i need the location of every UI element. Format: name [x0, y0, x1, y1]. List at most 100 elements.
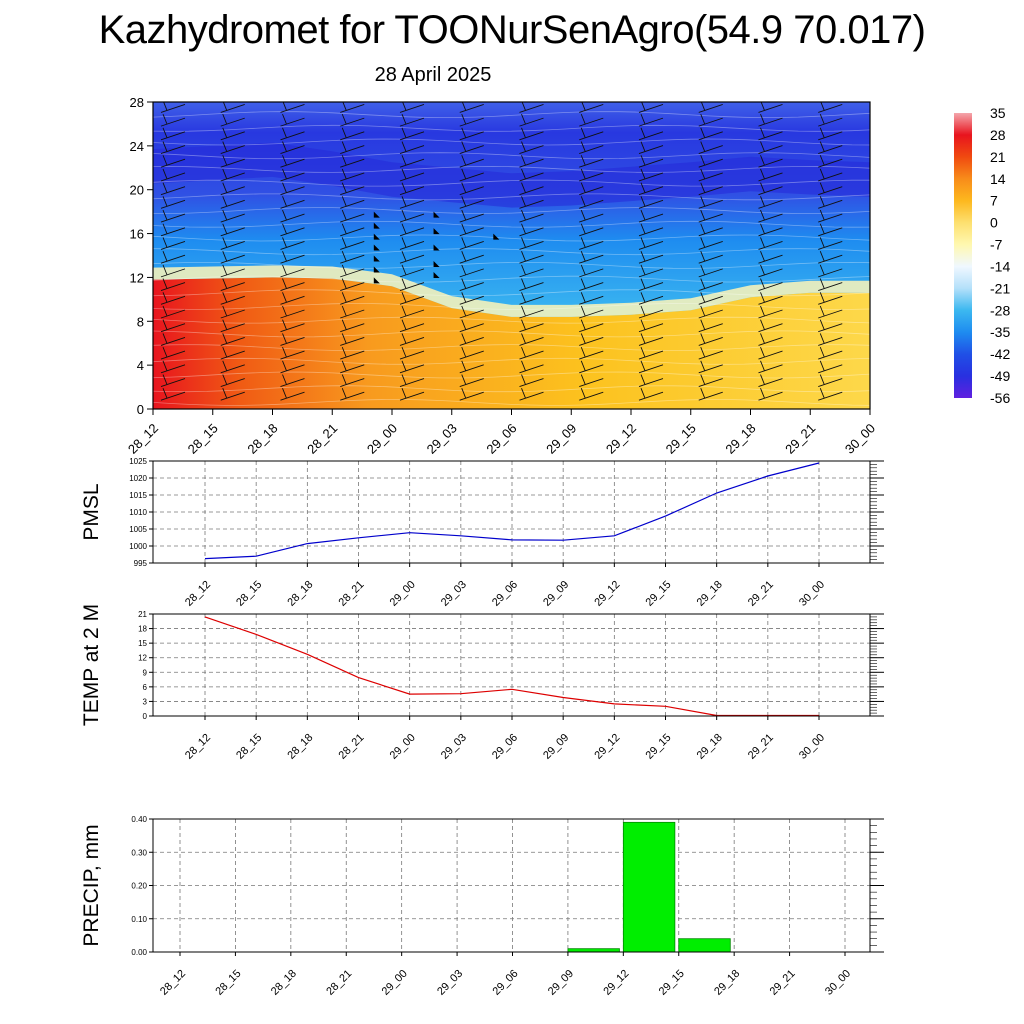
y-tick-label: 16 — [130, 227, 144, 242]
wind-barb — [638, 168, 664, 182]
wind-barb — [878, 100, 902, 112]
wind-barb — [519, 346, 544, 360]
contour-line — [153, 371, 870, 379]
wind-barb — [399, 360, 425, 374]
wind-barb — [459, 319, 484, 333]
wind-barb — [638, 209, 664, 223]
wind-barb — [698, 388, 723, 401]
wind-barb — [579, 374, 604, 387]
wind-barb — [340, 155, 365, 168]
wind-barb — [758, 292, 783, 305]
wind-barb — [160, 127, 186, 141]
wind-barb — [280, 346, 305, 360]
wind-barb — [280, 168, 305, 182]
wind-barb — [280, 223, 305, 237]
colorbar-label: -42 — [990, 346, 1010, 362]
y-tick-label: 0.30 — [131, 848, 147, 857]
panel-frame — [152, 818, 871, 953]
x-tick-label: 29_18 — [712, 968, 742, 998]
wind-barb — [340, 388, 365, 401]
wind-barb — [638, 251, 664, 264]
wind-barb — [340, 360, 365, 374]
colorbar-label: 7 — [990, 193, 998, 209]
wind-barb — [399, 196, 425, 209]
wind-barb — [399, 141, 425, 154]
wind-barb — [220, 113, 245, 127]
wind-barb — [399, 278, 425, 292]
wind-pennant — [433, 271, 440, 278]
wind-barb — [220, 223, 245, 237]
chart-subtitle: 28 April 2025 — [374, 64, 492, 86]
wind-pennant — [433, 260, 440, 267]
x-tick-label: 30_00 — [842, 421, 878, 457]
colorbar-label: -35 — [990, 324, 1010, 340]
y-tick-label: 0.20 — [131, 882, 147, 891]
wind-barb — [579, 333, 604, 346]
wind-barb — [220, 360, 245, 374]
wind-barb — [280, 182, 305, 196]
wind-barb — [519, 155, 544, 168]
wind-barb — [638, 388, 664, 401]
wind-pennant — [433, 228, 440, 235]
wind-barb — [399, 223, 425, 237]
wind-barb — [758, 374, 783, 387]
wind-barb — [878, 333, 902, 345]
wind-barb — [758, 319, 783, 333]
cross-section-heatmap: 0 4 8 12 16 20 24 28 28_12 28_15 28_18 28_21 29_00 29… — [125, 95, 902, 457]
wind-barb — [280, 196, 305, 209]
wind-barb — [818, 360, 843, 374]
y-tick-label: 28 — [130, 95, 144, 110]
x-tick-label: 29_15 — [657, 968, 687, 998]
wind-barb — [340, 346, 365, 360]
colorbar-label: -14 — [990, 258, 1010, 274]
contour-line — [153, 248, 870, 256]
wind-barb — [519, 305, 544, 319]
wind-pennant — [433, 211, 440, 218]
wind-barb — [579, 223, 604, 237]
wind-barb — [399, 388, 425, 401]
wind-barb — [579, 319, 604, 333]
wind-barb — [280, 113, 305, 127]
wind-barb — [818, 388, 843, 401]
wind-barb — [220, 319, 245, 333]
wind-barb — [280, 374, 305, 387]
colorbar-label: -21 — [990, 280, 1010, 296]
contour-line — [153, 234, 870, 242]
wind-barb — [818, 141, 843, 154]
wind-barb — [399, 127, 425, 141]
wind-barb — [220, 278, 245, 292]
wind-barb — [818, 237, 843, 250]
x-tick-label: 29_15 — [644, 579, 674, 609]
y-tick-label: 0.00 — [131, 948, 147, 957]
x-tick-label: 28_21 — [304, 421, 340, 457]
y-tick-label: 20 — [130, 183, 144, 198]
wind-barb — [340, 251, 365, 264]
wind-pennant — [373, 211, 380, 218]
wind-barb — [340, 127, 365, 141]
wind-barb — [519, 113, 544, 127]
precip-bar — [678, 938, 731, 953]
wind-barb — [160, 388, 186, 401]
wind-barb — [459, 264, 484, 278]
wind-barb — [459, 292, 484, 305]
wind-pennant — [373, 244, 380, 251]
wind-barb — [698, 305, 723, 319]
wind-barb — [459, 155, 484, 168]
wind-barb — [459, 168, 484, 182]
wind-barb — [459, 113, 484, 127]
wind-barb — [340, 209, 365, 223]
y-tick-label: 995 — [134, 559, 148, 568]
wind-barb — [818, 155, 843, 168]
x-tick-label: 29_09 — [546, 968, 576, 998]
y-tick-label: 3 — [143, 697, 148, 706]
y-tick-label: 1005 — [129, 525, 147, 534]
wind-barb — [878, 347, 902, 359]
wind-barb — [818, 292, 843, 305]
x-tick-label: 29_03 — [439, 579, 469, 609]
wind-barb — [459, 333, 484, 346]
wind-barb — [399, 155, 425, 168]
wind-barb — [878, 388, 902, 400]
wind-barb — [758, 209, 783, 223]
wind-barb — [399, 374, 425, 387]
